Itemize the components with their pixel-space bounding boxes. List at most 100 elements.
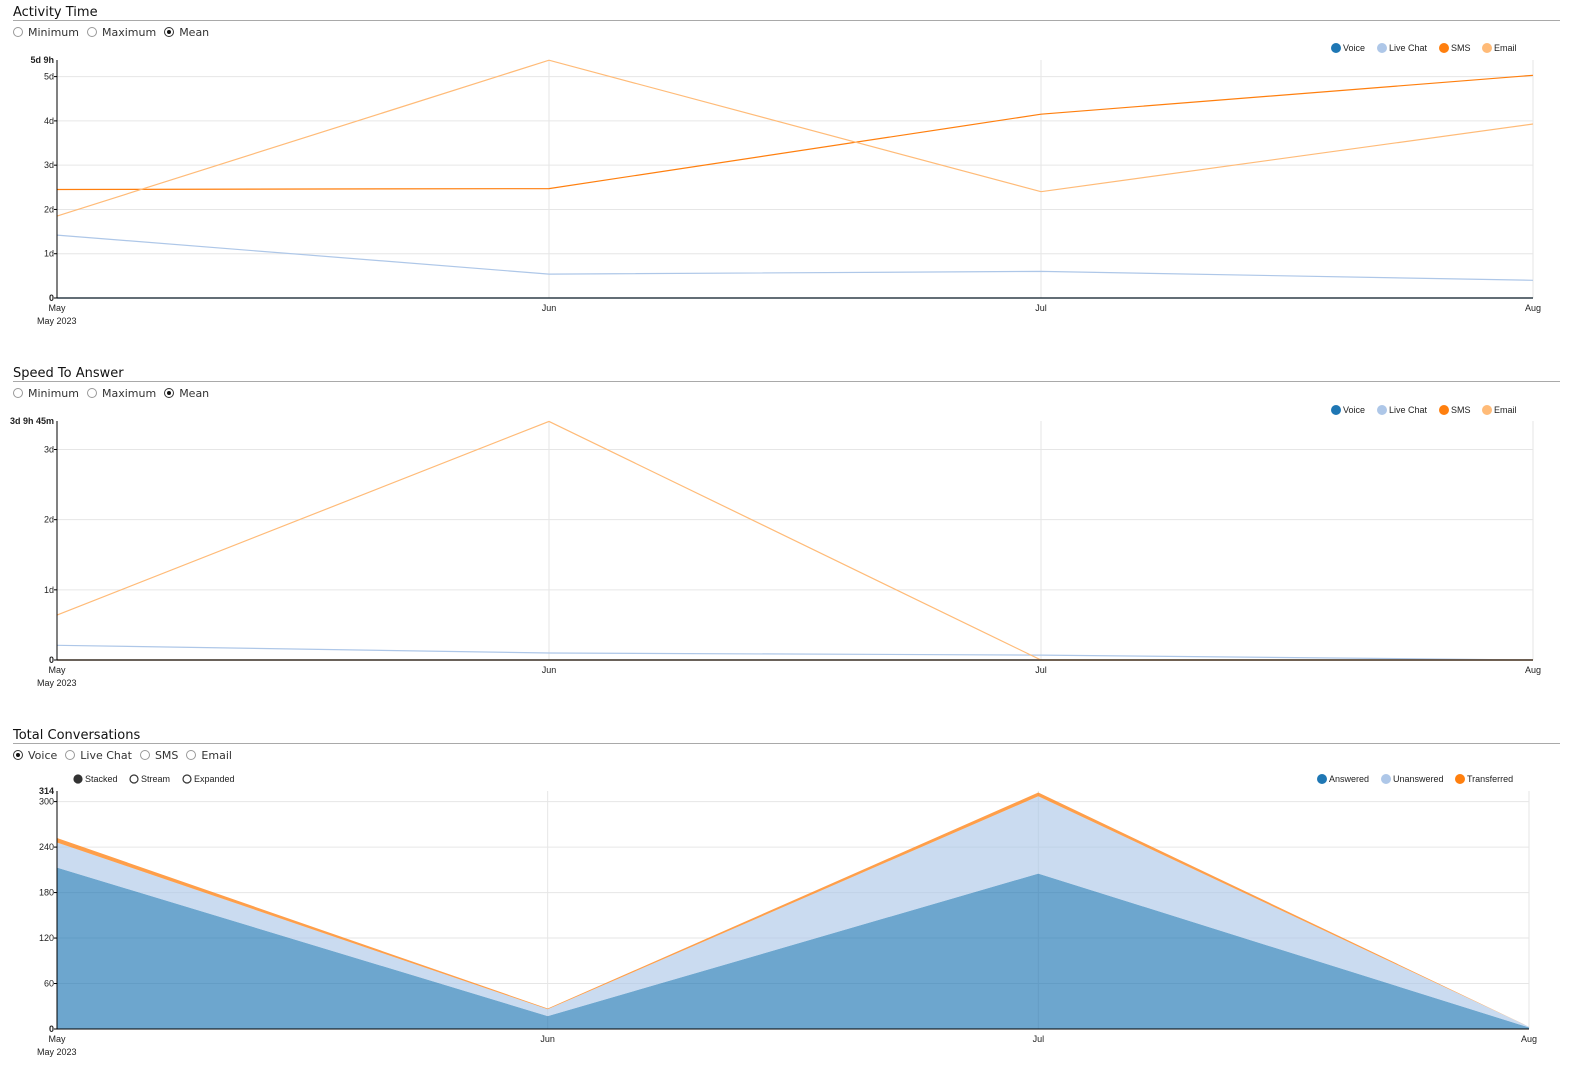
radio-minimum[interactable]: Minimum bbox=[13, 387, 79, 400]
legend-item-sms[interactable]: SMS bbox=[1439, 405, 1471, 415]
legend-label: Transferred bbox=[1467, 774, 1513, 784]
speed-to-answer-section: Speed To Answer Minimum Maximum Mean bbox=[0, 366, 1578, 696]
mode-stream[interactable]: Stream bbox=[129, 774, 170, 784]
legend-swatch[interactable] bbox=[1377, 43, 1387, 53]
y-tick-label: 0 bbox=[49, 293, 54, 303]
radio-button[interactable] bbox=[86, 27, 97, 37]
mode-stacked[interactable]: Stacked bbox=[73, 774, 118, 784]
legend-label: Email bbox=[1494, 43, 1517, 53]
legend-item-voice[interactable]: Voice bbox=[1331, 405, 1366, 415]
legend-swatch[interactable] bbox=[1377, 405, 1387, 415]
y-tick-label: 1d bbox=[44, 249, 54, 259]
y-tick-label: 2d bbox=[44, 515, 54, 525]
legend-swatch[interactable] bbox=[1482, 43, 1492, 53]
legend-item-live-chat[interactable]: Live Chat bbox=[1377, 43, 1428, 53]
y-tick-label: 0 bbox=[49, 655, 54, 665]
x-tick-label: May bbox=[48, 303, 66, 313]
x-tick-label: May bbox=[48, 665, 66, 675]
radio-live-chat[interactable]: Live Chat bbox=[65, 749, 132, 762]
legend-swatch[interactable] bbox=[1331, 405, 1341, 415]
x-tick-label: Jul bbox=[1035, 665, 1047, 675]
radio-button[interactable] bbox=[13, 750, 23, 760]
mode-expanded[interactable]: Expanded bbox=[182, 774, 235, 784]
radio-label: Mean bbox=[179, 25, 210, 39]
mode-radio[interactable] bbox=[73, 774, 83, 784]
radio-label: Live Chat bbox=[80, 748, 132, 762]
radio-mean[interactable]: Mean bbox=[164, 387, 209, 400]
legend-swatch[interactable] bbox=[1381, 774, 1391, 784]
radio-button[interactable] bbox=[13, 27, 23, 37]
legend-item-voice[interactable]: Voice bbox=[1331, 43, 1366, 53]
grid bbox=[57, 60, 1534, 298]
radio-maximum[interactable]: Maximum bbox=[86, 386, 157, 400]
legend-label: Email bbox=[1494, 405, 1517, 415]
radio-sms[interactable]: SMS bbox=[139, 749, 178, 762]
legend-label: SMS bbox=[1451, 43, 1471, 53]
legend-label: Live Chat bbox=[1389, 405, 1428, 415]
line-sms bbox=[56, 74, 1534, 191]
legend: Voice Live Chat SMS Email bbox=[1331, 43, 1517, 53]
mode-radio[interactable] bbox=[129, 774, 139, 784]
statistic-radio-group: Minimum Maximum Mean bbox=[13, 385, 217, 401]
radio-email[interactable]: Email bbox=[186, 749, 232, 762]
radio-button[interactable] bbox=[164, 27, 175, 37]
legend-item-email[interactable]: Email bbox=[1482, 43, 1517, 53]
x-tick-label: Aug bbox=[1525, 303, 1541, 313]
x-sublabel: May 2023 bbox=[37, 678, 77, 688]
line-live-chat bbox=[56, 234, 1534, 281]
legend-swatch[interactable] bbox=[1439, 43, 1449, 53]
radio-button[interactable] bbox=[65, 750, 76, 760]
legend-swatch[interactable] bbox=[1331, 43, 1341, 53]
y-tick-label: 300 bbox=[39, 797, 54, 807]
legend-swatch[interactable] bbox=[1317, 774, 1327, 784]
y-tick-label: 240 bbox=[39, 842, 54, 852]
line-email bbox=[56, 59, 1534, 217]
y-tick-label: 60 bbox=[44, 979, 54, 989]
legend-item-answered[interactable]: Answered bbox=[1317, 774, 1370, 784]
legend-swatch[interactable] bbox=[1455, 774, 1465, 784]
legend-swatch[interactable] bbox=[1482, 405, 1492, 415]
y-max-label: 314 bbox=[39, 786, 54, 796]
legend-item-unanswered[interactable]: Unanswered bbox=[1381, 774, 1444, 784]
area-unanswered bbox=[57, 796, 1529, 1028]
y-max-label: 3d 9h 45m bbox=[10, 416, 54, 426]
radio-label: Maximum bbox=[101, 25, 157, 39]
section-divider bbox=[13, 381, 1560, 382]
mode-radio[interactable] bbox=[182, 774, 192, 784]
radio-mean[interactable]: Mean bbox=[164, 26, 209, 39]
radio-minimum[interactable]: Minimum bbox=[13, 26, 79, 39]
chart-mode-controls: Stacked Stream Expanded bbox=[73, 774, 235, 784]
section-divider bbox=[13, 20, 1560, 21]
radio-maximum[interactable]: Maximum bbox=[86, 25, 157, 39]
radio-button[interactable] bbox=[164, 388, 175, 398]
legend-label: Live Chat bbox=[1389, 43, 1428, 53]
section-divider bbox=[13, 743, 1560, 744]
y-tick-label: 0 bbox=[49, 1024, 54, 1034]
mode-label: Stacked bbox=[85, 774, 118, 784]
legend: Answered Unanswered Transferred bbox=[1317, 774, 1514, 784]
radio-button[interactable] bbox=[86, 388, 97, 398]
mode-label: Stream bbox=[141, 774, 170, 784]
radio-button[interactable] bbox=[13, 388, 23, 398]
radio-button[interactable] bbox=[139, 750, 150, 760]
x-tick-label: Jul bbox=[1033, 1034, 1045, 1044]
line-live-chat bbox=[56, 644, 1534, 661]
legend: Voice Live Chat SMS Email bbox=[1331, 405, 1517, 415]
radio-button[interactable] bbox=[186, 750, 197, 760]
radio-label: Maximum bbox=[101, 386, 157, 400]
radio-label: Minimum bbox=[28, 386, 79, 400]
radio-label: Mean bbox=[179, 386, 210, 400]
legend-item-live-chat[interactable]: Live Chat bbox=[1377, 405, 1428, 415]
y-tick-label: 180 bbox=[39, 888, 54, 898]
legend-item-email[interactable]: Email bbox=[1482, 405, 1517, 415]
radio-voice[interactable]: Voice bbox=[13, 749, 57, 762]
legend-label: SMS bbox=[1451, 405, 1471, 415]
legend-item-transferred[interactable]: Transferred bbox=[1455, 774, 1514, 784]
y-tick-label: 3d bbox=[44, 444, 54, 454]
radio-label: Minimum bbox=[28, 25, 79, 39]
legend-swatch[interactable] bbox=[1439, 405, 1449, 415]
legend-item-sms[interactable]: SMS bbox=[1439, 43, 1471, 53]
section-title: Speed To Answer bbox=[13, 366, 124, 381]
